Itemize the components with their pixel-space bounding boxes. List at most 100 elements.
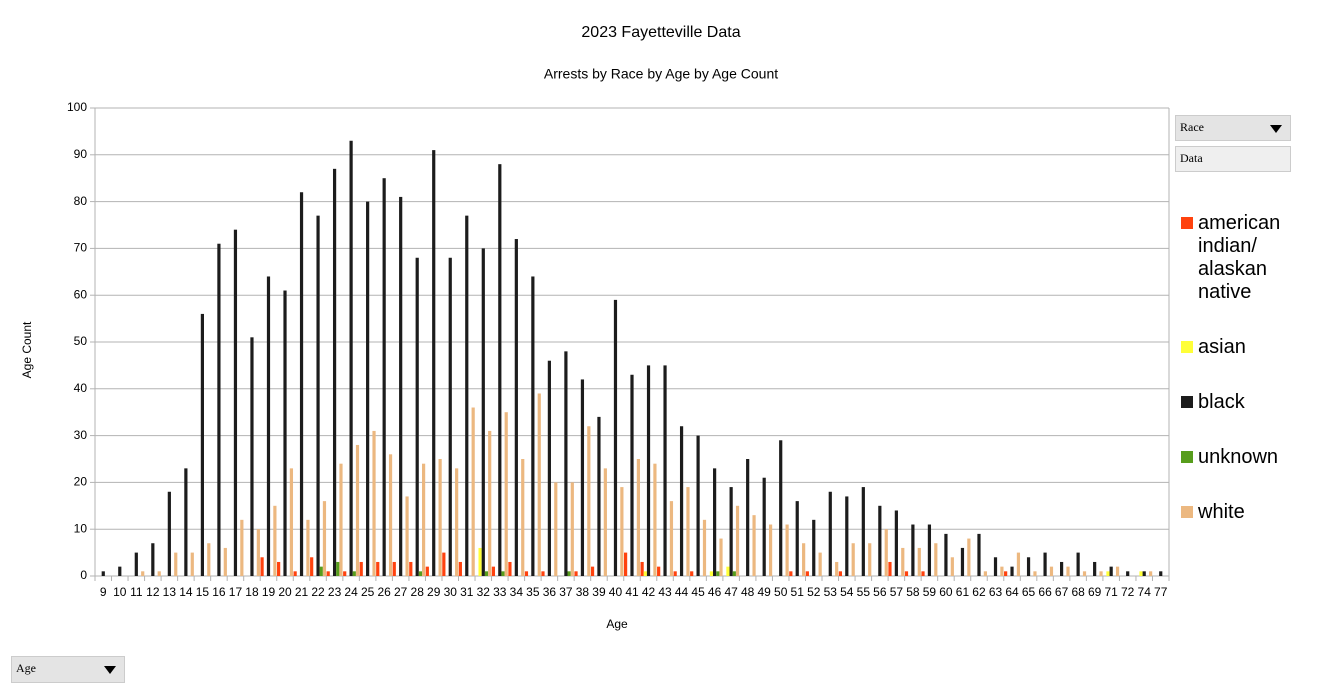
bar bbox=[653, 463, 657, 576]
bar bbox=[1099, 571, 1103, 576]
x-tick-label: 66 bbox=[1038, 585, 1052, 599]
x-tick-label: 22 bbox=[311, 585, 325, 599]
bar bbox=[184, 468, 188, 576]
bar bbox=[716, 571, 720, 576]
x-tick-label: 37 bbox=[559, 585, 573, 599]
bar bbox=[167, 491, 171, 576]
age-dropdown[interactable]: Age bbox=[11, 656, 125, 683]
bar bbox=[636, 459, 640, 576]
bar bbox=[501, 571, 505, 576]
bar bbox=[306, 519, 310, 576]
chart-title: 2023 Fayetteville Data bbox=[581, 24, 740, 41]
bar bbox=[498, 164, 502, 576]
bar bbox=[713, 468, 717, 576]
bar bbox=[101, 571, 105, 576]
bar bbox=[425, 566, 429, 576]
bar bbox=[409, 561, 413, 576]
bar bbox=[1115, 566, 1120, 576]
x-tick-label: 38 bbox=[576, 585, 590, 599]
x-tick-label: 49 bbox=[758, 585, 772, 599]
bar bbox=[260, 557, 264, 576]
bar bbox=[1026, 557, 1031, 576]
bar bbox=[554, 482, 558, 576]
bar bbox=[355, 444, 360, 576]
bar bbox=[399, 196, 403, 577]
x-tick-label: 36 bbox=[543, 585, 557, 599]
x-tick-label: 57 bbox=[890, 585, 904, 599]
chart-subtitle: Arrests by Race by Age by Age Count bbox=[544, 66, 778, 82]
bar bbox=[746, 459, 750, 576]
bar bbox=[1000, 566, 1004, 576]
bar bbox=[894, 510, 898, 576]
bar bbox=[1004, 571, 1008, 576]
bar bbox=[465, 215, 469, 576]
y-tick-label: 80 bbox=[74, 194, 88, 208]
race-dropdown[interactable]: Race bbox=[1175, 115, 1291, 141]
data-field-label: Data bbox=[1180, 151, 1203, 165]
bar bbox=[376, 561, 380, 576]
x-tick-label: 68 bbox=[1071, 585, 1085, 599]
bar bbox=[643, 571, 647, 576]
x-tick-label: 60 bbox=[939, 585, 953, 599]
x-tick-label: 63 bbox=[989, 585, 1003, 599]
x-tick-label: 41 bbox=[625, 585, 639, 599]
x-tick-label: 9 bbox=[100, 585, 107, 599]
x-tick-label: 30 bbox=[444, 585, 458, 599]
bar bbox=[1076, 552, 1080, 576]
y-tick-label: 10 bbox=[74, 521, 88, 535]
bar bbox=[1082, 571, 1087, 576]
bar bbox=[663, 365, 667, 576]
x-tick-label: 51 bbox=[791, 585, 805, 599]
bar bbox=[1126, 571, 1130, 576]
x-tick-label: 56 bbox=[873, 585, 887, 599]
bar bbox=[339, 463, 343, 576]
bar bbox=[785, 524, 789, 576]
bar bbox=[366, 201, 370, 576]
y-tick-label: 60 bbox=[74, 287, 88, 301]
bar bbox=[679, 426, 684, 576]
legend-item: unknown bbox=[1180, 446, 1300, 469]
bar bbox=[359, 561, 363, 576]
bar bbox=[574, 571, 578, 576]
x-tick-label: 72 bbox=[1121, 585, 1135, 599]
x-tick-label: 46 bbox=[708, 585, 722, 599]
bar bbox=[458, 561, 462, 576]
legend-item: black bbox=[1180, 391, 1300, 414]
bar bbox=[392, 561, 396, 576]
legend-label: american indian/ alaskan native bbox=[1198, 212, 1281, 303]
data-button[interactable]: Data bbox=[1175, 146, 1291, 172]
legend-swatch bbox=[1181, 451, 1193, 463]
bar bbox=[630, 374, 634, 576]
bar bbox=[983, 571, 987, 576]
bar bbox=[1149, 571, 1153, 576]
bar bbox=[696, 435, 700, 576]
bar bbox=[719, 538, 723, 576]
bar bbox=[438, 459, 442, 576]
x-tick-label: 47 bbox=[724, 585, 738, 599]
age-field-label: Age bbox=[16, 661, 36, 675]
bar bbox=[1033, 571, 1037, 576]
x-tick-label: 65 bbox=[1022, 585, 1036, 599]
bar bbox=[289, 468, 294, 576]
x-axis-label: Age bbox=[606, 617, 628, 631]
bar bbox=[861, 487, 865, 576]
x-tick-label: 18 bbox=[245, 585, 259, 599]
bar bbox=[564, 351, 568, 576]
x-tick-label: 52 bbox=[807, 585, 821, 599]
x-tick-label: 26 bbox=[377, 585, 391, 599]
bar bbox=[729, 487, 733, 576]
legend-label: white bbox=[1198, 501, 1245, 523]
bar bbox=[818, 552, 822, 576]
legend-swatch bbox=[1181, 217, 1193, 229]
bar bbox=[521, 459, 525, 576]
x-tick-label: 59 bbox=[923, 585, 937, 599]
x-tick-label: 62 bbox=[972, 585, 986, 599]
x-tick-label: 44 bbox=[675, 585, 689, 599]
y-tick-label: 0 bbox=[80, 568, 87, 582]
bar bbox=[845, 496, 849, 576]
x-tick-label: 35 bbox=[526, 585, 540, 599]
bar bbox=[888, 561, 892, 576]
bar bbox=[484, 571, 489, 576]
bar bbox=[640, 561, 644, 576]
